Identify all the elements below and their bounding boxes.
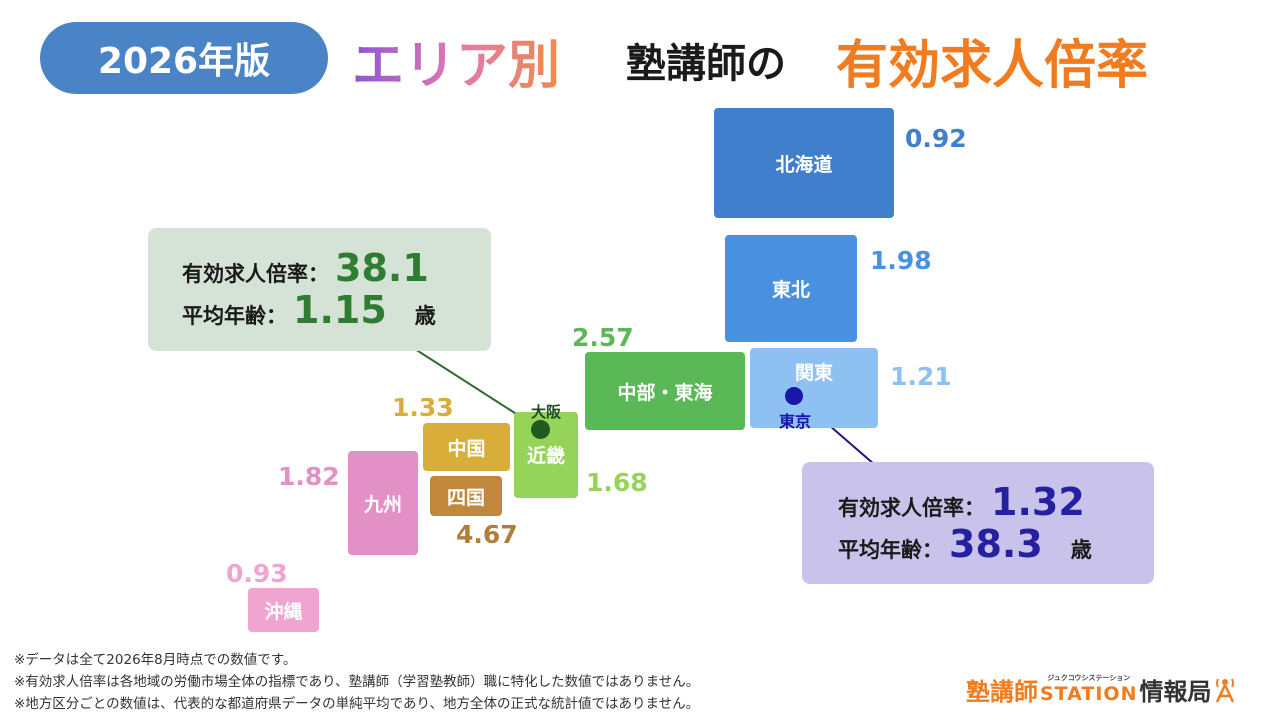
value-okinawa: 0.93 xyxy=(226,559,288,588)
footnote: ※データは全て2026年8月時点での数値です。 xyxy=(14,652,297,668)
footnote: ※地方区分ごとの数値は、代表的な都道府県データの単純平均であり、地方全体の正式な… xyxy=(14,696,700,712)
value-hokkaido: 0.92 xyxy=(905,124,967,153)
value-kyushu: 1.82 xyxy=(278,462,340,491)
antenna-icon xyxy=(1216,678,1235,703)
tokyo-age-value: 38.3 xyxy=(949,522,1043,566)
title-area: エリア別 xyxy=(352,20,560,100)
tokyo-label: 東京 xyxy=(779,412,812,431)
region-kinki-label: 近畿 xyxy=(526,445,565,467)
osaka-age-label: 平均年齢： xyxy=(182,304,287,328)
osaka-label: 大阪 xyxy=(531,403,562,421)
tokyo-rate-value: 1.32 xyxy=(991,480,1085,524)
logo-main: 塾講師 xyxy=(966,677,1038,706)
value-shikoku: 4.67 xyxy=(456,520,518,549)
region-kanto: 関東 xyxy=(750,348,878,428)
tokyo-age-unit: 歳 xyxy=(1070,538,1092,562)
info-box-tokyo: 有効求人倍率： 1.32 平均年齢： 38.3 歳 xyxy=(802,462,1154,584)
brand-logo: 塾講師 ジュクコウシステーション STATION 情報局 xyxy=(966,664,1236,714)
osaka-dot xyxy=(531,420,550,439)
region-kyushu: 九州 xyxy=(348,451,418,555)
region-tohoku: 東北 xyxy=(725,235,857,342)
tokyo-age-label: 平均年齢： xyxy=(838,538,943,562)
tokyo-dot xyxy=(785,387,803,405)
value-chugoku: 1.33 xyxy=(392,393,454,422)
value-tohoku: 1.98 xyxy=(870,246,932,275)
title-mid: 塾講師の xyxy=(626,41,786,87)
footnote: ※有効求人倍率は各地域の労働市場全体の指標であり、塾講師（学習塾教師）職に特化し… xyxy=(14,674,700,690)
value-kanto: 1.21 xyxy=(890,362,952,391)
title-rate: 有効求人倍率 xyxy=(836,35,1149,96)
osaka-age-unit: 歳 xyxy=(414,304,436,328)
value-kinki: 1.68 xyxy=(586,468,648,497)
region-chugoku: 中国 xyxy=(423,423,510,471)
info-box-osaka: 有効求人倍率： 38.1 平均年齢： 1.15 歳 xyxy=(148,228,491,351)
year-badge: 2026年版 xyxy=(40,22,328,94)
logo-tail: 情報局 xyxy=(1139,677,1212,706)
logo-ruby: ジュクコウシステーション xyxy=(1047,673,1131,682)
logo-station: STATION xyxy=(1040,682,1138,705)
value-chubu: 2.57 xyxy=(572,323,634,352)
osaka-rate-label: 有効求人倍率： xyxy=(182,262,329,286)
osaka-rate-value: 38.1 xyxy=(335,246,429,290)
logo-station-block: ジュクコウシステーション STATION xyxy=(1040,674,1137,705)
region-kanto-label: 関東 xyxy=(794,362,833,384)
osaka-age-value: 1.15 xyxy=(293,288,387,332)
osaka-leader-line xyxy=(403,341,533,425)
region-shikoku: 四国 xyxy=(430,476,502,516)
region-chubu: 中部・東海 xyxy=(585,352,745,430)
region-okinawa: 沖縄 xyxy=(248,588,319,632)
region-hokkaido: 北海道 xyxy=(714,108,894,218)
tokyo-rate-label: 有効求人倍率： xyxy=(838,496,985,520)
